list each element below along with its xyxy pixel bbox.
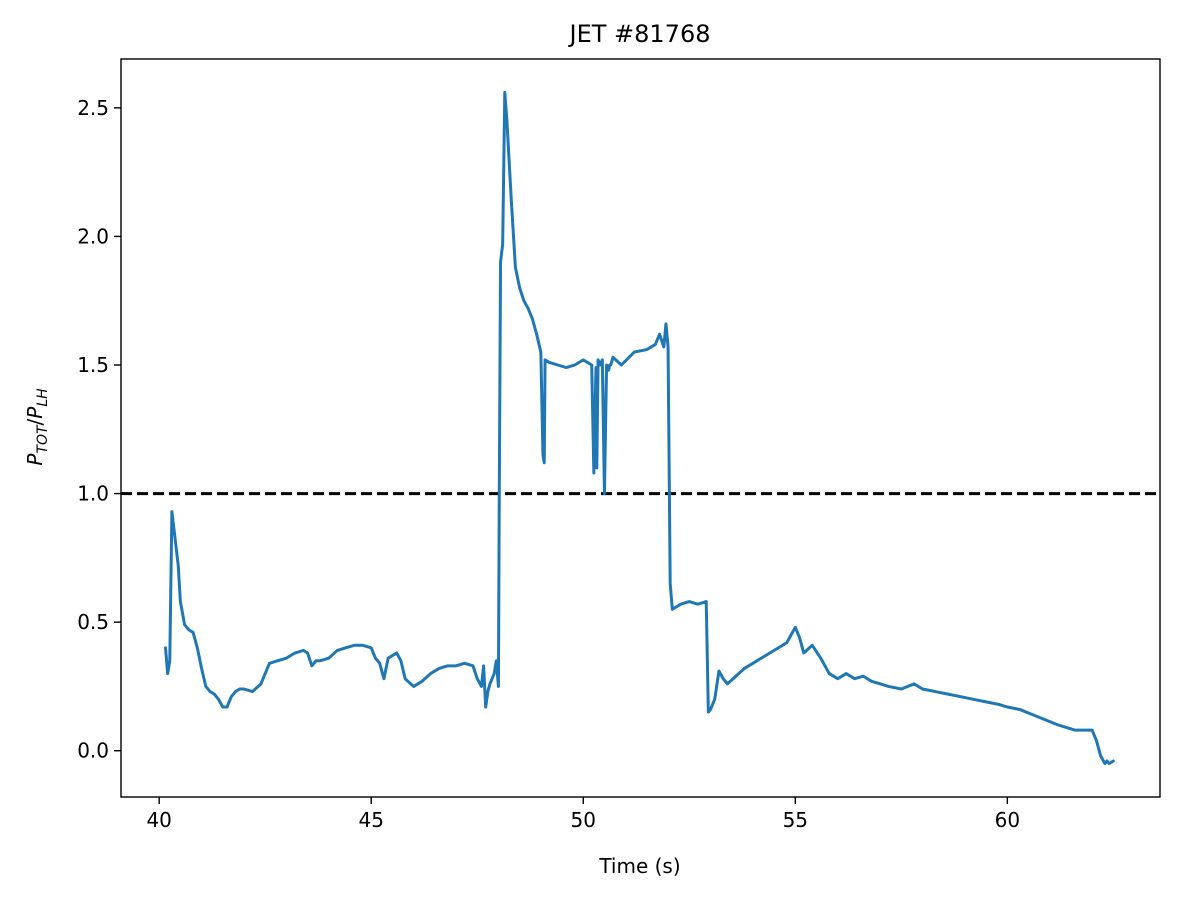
y-label-sub1: TOT bbox=[35, 424, 51, 454]
y-label-sep: / bbox=[23, 418, 47, 425]
x-axis-label: Time (s) bbox=[598, 854, 680, 878]
plot-content bbox=[121, 90, 1160, 766]
y-tick-label: 1.5 bbox=[77, 353, 109, 377]
y-tick-label: 0.5 bbox=[77, 610, 109, 634]
plot-area bbox=[121, 59, 1160, 797]
series-line-0 bbox=[164, 90, 1115, 766]
y-axis: 0.0 0.5 1.0 1.5 2.0 2.5 bbox=[77, 96, 121, 763]
x-tick-label: 55 bbox=[783, 808, 808, 832]
plot-clip-group bbox=[121, 90, 1160, 766]
x-tick-label: 45 bbox=[358, 808, 383, 832]
y-axis-label: PTOT/PLH bbox=[23, 388, 51, 466]
x-tick-label: 60 bbox=[995, 808, 1020, 832]
x-tick-label: 40 bbox=[146, 808, 171, 832]
y-tick-label: 0.0 bbox=[77, 739, 109, 763]
y-tick-label: 1.0 bbox=[77, 482, 109, 506]
chart-title: JET #81768 bbox=[568, 20, 711, 48]
y-label-base2: P bbox=[23, 406, 47, 419]
y-label-sub2: LH bbox=[35, 388, 51, 407]
y-label-base: P bbox=[23, 453, 47, 466]
y-tick-label: 2.0 bbox=[77, 224, 109, 248]
x-axis: 40 45 50 55 60 bbox=[146, 797, 1020, 832]
plot-frame bbox=[120, 58, 1161, 798]
y-tick-label: 2.5 bbox=[77, 96, 109, 120]
x-tick-label: 50 bbox=[571, 808, 596, 832]
